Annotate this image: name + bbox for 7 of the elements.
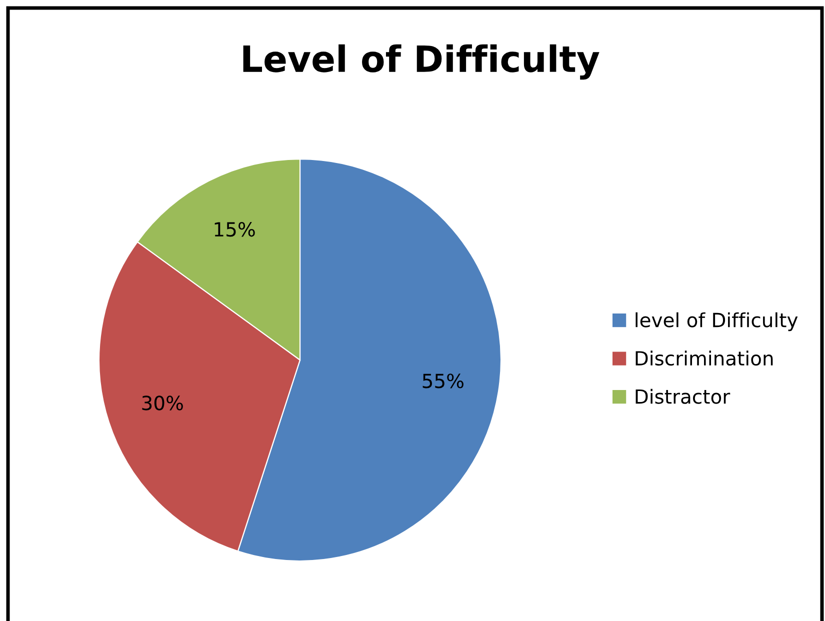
legend-label: level of Difficulty: [636, 312, 798, 332]
legend-label: Discrimination: [636, 350, 773, 366]
data-label: 30%: [142, 396, 183, 410]
data-label: 55%: [422, 374, 464, 388]
chart-title: Level of Difficulty: [243, 44, 600, 80]
data-label: 15%: [214, 222, 255, 237]
legend-label: Distractor: [636, 388, 730, 404]
